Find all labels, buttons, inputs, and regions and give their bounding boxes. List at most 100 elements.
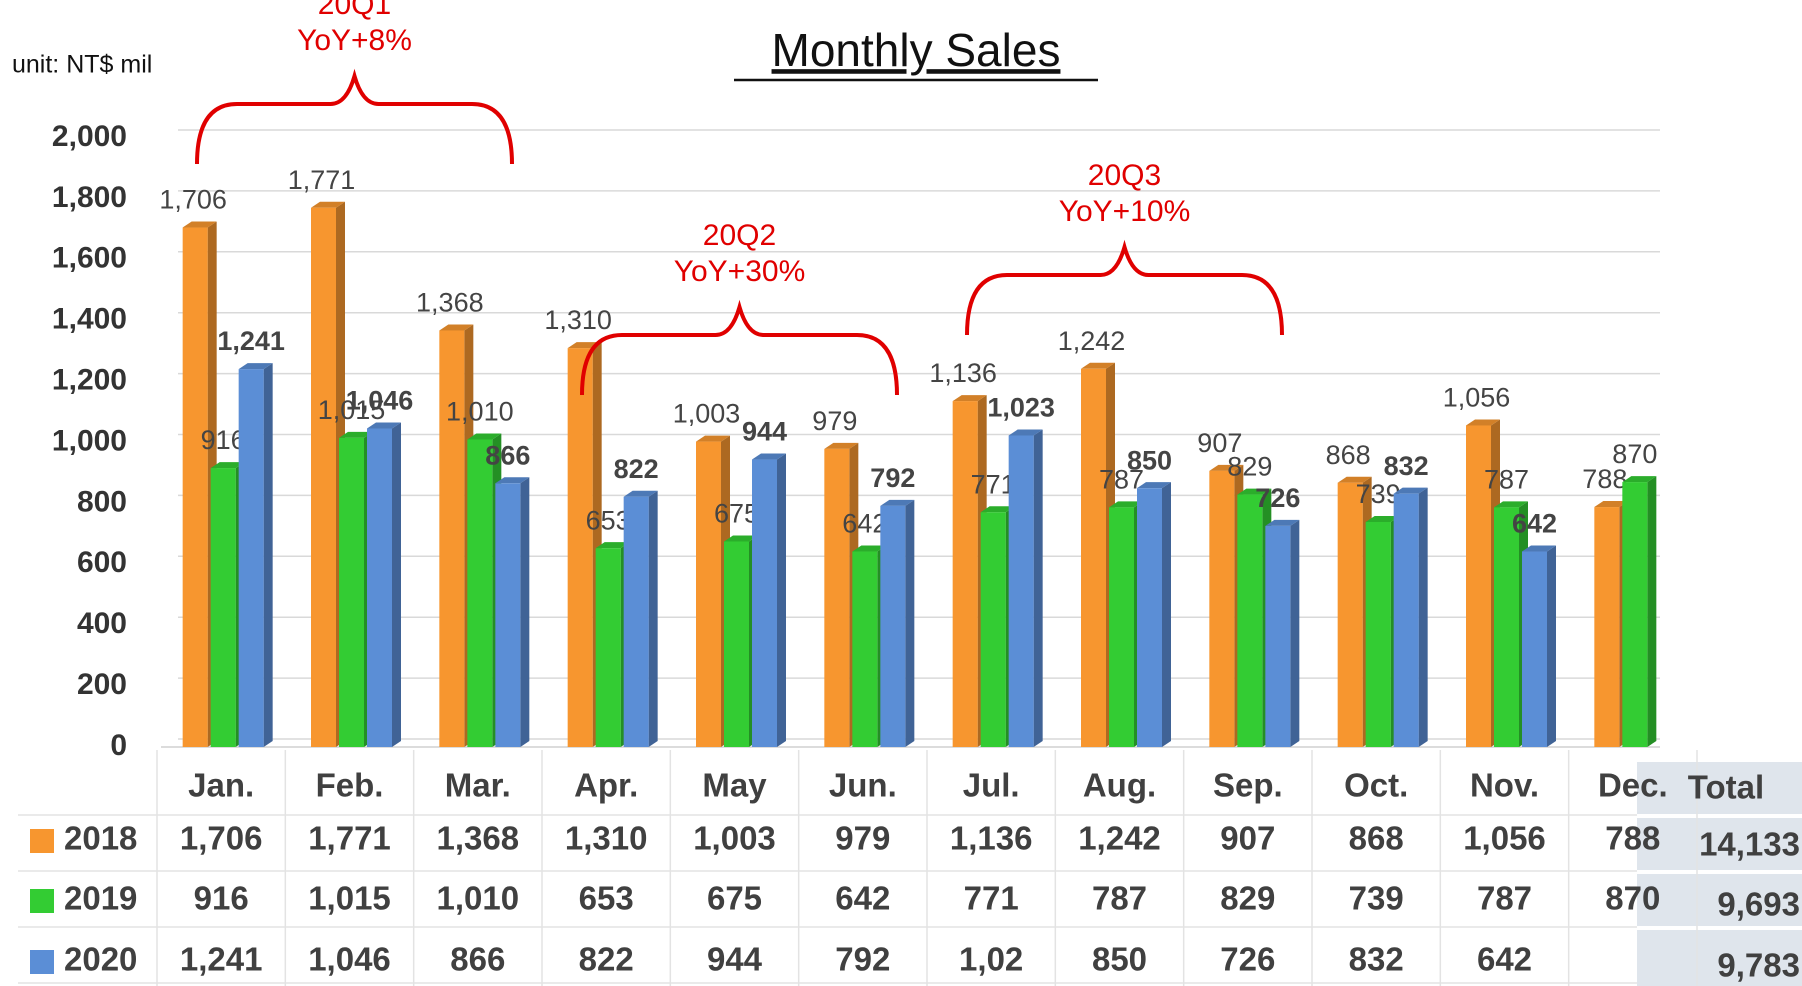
bar-top	[1337, 476, 1372, 483]
y-tick-label: 800	[77, 485, 127, 518]
table-cell: 1,771	[308, 820, 391, 857]
annotation-text: YoY+30%	[674, 255, 806, 288]
data-label: 788	[1582, 464, 1627, 494]
bar	[1137, 488, 1162, 747]
bar	[1466, 425, 1491, 747]
legend-swatch	[30, 829, 54, 853]
bar-side	[648, 490, 658, 747]
data-label: 1,023	[987, 393, 1055, 423]
bar-top	[238, 363, 273, 370]
table-cell: 1,136	[950, 820, 1033, 857]
table-cell: 822	[579, 941, 634, 978]
bar	[880, 505, 906, 747]
total-header-bg	[1637, 762, 1802, 814]
legend-label: 2018	[64, 820, 137, 857]
data-label: 653	[586, 505, 631, 535]
bar-top	[852, 545, 887, 552]
y-tick-label: 600	[77, 546, 127, 579]
table-cell: 1,056	[1463, 820, 1546, 857]
bar	[595, 548, 621, 747]
bar-side	[777, 453, 786, 747]
bar	[1494, 507, 1519, 747]
bar-top	[1137, 482, 1171, 489]
data-label: 866	[485, 440, 530, 470]
bar	[623, 496, 649, 747]
bar-top	[495, 477, 530, 484]
bar-side	[392, 422, 401, 747]
table-cell: 739	[1349, 880, 1404, 917]
bar-side	[1162, 482, 1171, 747]
bar-top	[1622, 476, 1657, 483]
bar-top	[1109, 501, 1143, 508]
data-label: 642	[842, 509, 887, 539]
table-cell: 787	[1477, 880, 1532, 917]
total-bg	[1637, 818, 1802, 870]
bar	[752, 459, 777, 747]
bar	[1008, 435, 1034, 747]
table-cell: 771	[964, 880, 1019, 917]
x-tick-label: Aug.	[1083, 767, 1156, 804]
annotation-text: 20Q1	[318, 0, 391, 21]
bar-side	[1547, 545, 1556, 747]
table-cell: 726	[1220, 941, 1275, 978]
bar-top	[210, 462, 245, 469]
legend-label: 2019	[64, 880, 137, 917]
y-tick-label: 1,600	[52, 242, 127, 275]
annotation-bracket	[580, 299, 899, 396]
table-cell: 1,706	[180, 820, 263, 857]
data-label: 1,368	[416, 288, 484, 318]
bar	[311, 207, 336, 748]
table-cell: 1,046	[308, 941, 391, 978]
bar-top	[339, 431, 373, 438]
bar	[1594, 507, 1620, 747]
data-label: 642	[1512, 509, 1557, 539]
x-tick-label: Mar.	[445, 767, 511, 804]
table-cell: 788	[1605, 820, 1660, 857]
data-label: 739	[1356, 479, 1401, 509]
table-cell: 850	[1092, 941, 1147, 978]
annotation-bracket	[965, 239, 1284, 336]
data-label: 979	[812, 406, 857, 436]
bar	[824, 448, 850, 747]
bar-top	[824, 442, 859, 449]
data-label: 1,242	[1058, 326, 1126, 356]
unit-label: unit: NT$ mil	[12, 51, 152, 79]
bar-top	[1393, 487, 1428, 494]
bar-top	[752, 453, 786, 460]
data-label: 1,015	[318, 395, 386, 425]
table-total: 9,783	[1717, 947, 1800, 984]
x-tick-label: Jul.	[963, 767, 1020, 804]
data-label: 1,046	[346, 386, 414, 416]
x-tick-label: Jan.	[188, 767, 254, 804]
bar-top	[1494, 501, 1528, 508]
data-label: 1,310	[544, 305, 612, 335]
bar-top	[367, 422, 401, 429]
x-tick-label: May	[702, 767, 767, 804]
data-label: 1,056	[1443, 383, 1511, 413]
y-tick-label: 1,400	[52, 303, 127, 336]
bar-top	[880, 499, 915, 506]
bar	[852, 551, 878, 747]
bar	[1209, 470, 1235, 747]
data-label: 1,706	[159, 185, 227, 215]
annotation-text: YoY+10%	[1059, 195, 1191, 228]
table-cell: 1,02	[959, 941, 1023, 978]
legend-swatch	[30, 950, 54, 974]
bar-top	[467, 433, 502, 440]
table-cell: 979	[835, 820, 890, 857]
y-tick-label: 1,200	[52, 364, 127, 397]
annotation-bracket	[195, 68, 514, 165]
bar	[1109, 507, 1134, 747]
bar-top	[952, 395, 987, 402]
table-cell: 653	[579, 880, 634, 917]
data-label: 907	[1197, 428, 1242, 458]
data-label: 675	[714, 499, 759, 529]
x-tick-label: Jun.	[829, 767, 897, 804]
bar-top	[1594, 501, 1629, 508]
bar	[182, 227, 208, 747]
bar-top	[311, 201, 345, 208]
bar	[980, 512, 1006, 747]
bar	[696, 441, 721, 747]
table-cell: 870	[1605, 880, 1660, 917]
bar	[567, 348, 593, 747]
